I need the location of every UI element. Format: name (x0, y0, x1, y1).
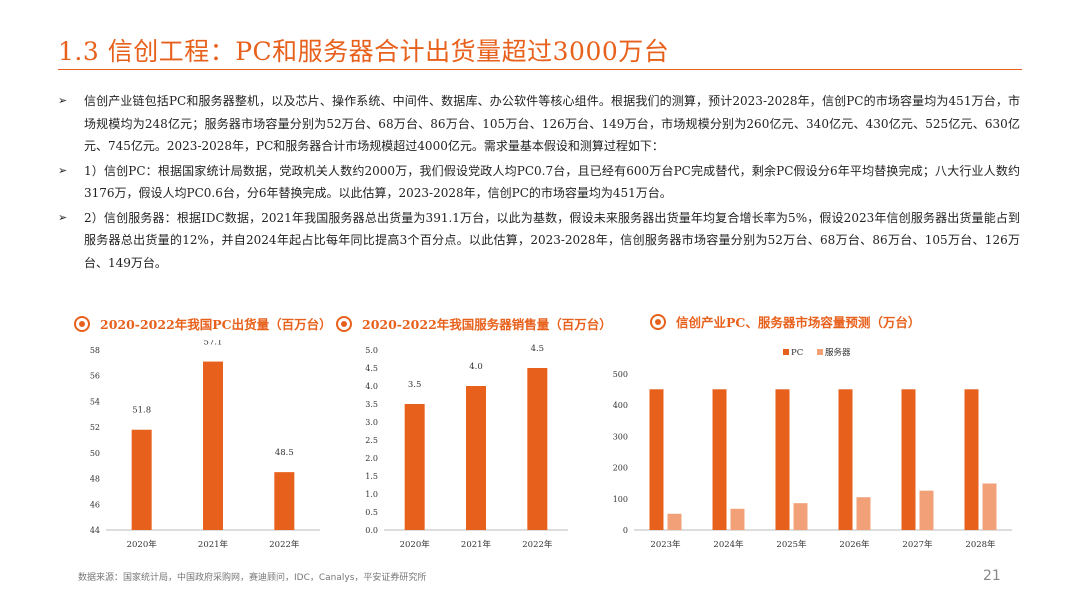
bar (466, 386, 486, 530)
y-tick-label: 46 (90, 500, 100, 509)
data-label: 57.1 (204, 340, 223, 348)
bar (274, 472, 295, 530)
bullet-arrow-icon: ➢ (58, 163, 68, 177)
data-label: 4.0 (469, 362, 483, 372)
y-tick-label: 0.5 (365, 508, 378, 517)
y-tick-label: 58 (90, 346, 100, 355)
y-tick-label: 54 (90, 397, 100, 406)
y-tick-label: 52 (90, 423, 100, 432)
x-tick-label: 2024年 (713, 539, 744, 550)
y-tick-label: 200 (613, 464, 628, 473)
legend-label: 服务器 (825, 347, 851, 358)
page-number: 21 (983, 568, 1001, 584)
bar-pc (964, 389, 979, 530)
bullet-text: 1）信创PC：根据国家统计局数据，党政机关人数约2000万，我们假设党政人均PC… (84, 163, 1020, 201)
chart-2-header: 2020-2022年我国服务器销售量（百万台） (336, 314, 612, 333)
bullet-item: ➢ 1）信创PC：根据国家统计局数据，党政机关人数约2000万，我们假设党政人均… (58, 160, 1020, 205)
chart-3-header: 信创产业PC、服务器市场容量预测（万台） (650, 312, 920, 331)
chart-1-title: 2020-2022年我国PC出货量（百万台） (100, 317, 332, 332)
x-tick-label: 2021年 (198, 539, 229, 550)
chart-market-forecast: 0 100 200 300 400 500 2023年 2024年 2025年 2026年 2027… (613, 347, 1012, 550)
x-tick-label: 2022年 (269, 539, 300, 550)
bar-server (667, 513, 682, 530)
bullet-list: ➢ 信创产业链包括PC和服务器整机，以及芯片、操作系统、中间件、数据库、办公软件… (58, 90, 1020, 276)
y-tick-label: 0 (623, 526, 628, 535)
y-tick-label: 2.0 (365, 454, 378, 463)
legend-label: PC (791, 348, 803, 358)
data-label: 51.8 (132, 406, 151, 416)
bar-pc (838, 389, 853, 530)
y-tick-label: 56 (90, 372, 100, 381)
bar-server (856, 497, 871, 530)
target-circle-icon (336, 315, 352, 332)
y-tick-label: 4.5 (365, 364, 378, 373)
x-tick-label: 2028年 (965, 539, 996, 550)
bullet-item: ➢ 信创产业链包括PC和服务器整机，以及芯片、操作系统、中间件、数据库、办公软件… (58, 90, 1020, 158)
bar-pc (649, 389, 664, 530)
y-tick-label: 300 (613, 432, 628, 441)
title-divider (58, 69, 1022, 70)
y-tick-label: 500 (613, 370, 628, 379)
y-tick-label: 4.0 (365, 382, 378, 391)
source-note: 数据来源：国家统计局，中国政府采购网，赛迪顾问，IDC，Canalys，平安证券… (78, 573, 427, 583)
chart-1-header: 2020-2022年我国PC出货量（百万台） (74, 314, 332, 333)
x-tick-label: 2020年 (127, 539, 158, 550)
y-tick-label: 0.0 (365, 526, 378, 535)
x-tick-label: 2027年 (902, 539, 933, 550)
bar (203, 361, 223, 530)
bar-server (793, 503, 808, 530)
page-title: 1.3 信创工程：PC和服务器合计出货量超过3000万台 (58, 37, 670, 66)
bullet-text: 2）信创服务器：根据IDC数据，2021年我国服务器总出货量为391.1万台，以… (84, 210, 1020, 270)
bullet-arrow-icon: ➢ (58, 94, 68, 107)
bar-server (730, 508, 745, 530)
data-label: 3.5 (408, 380, 422, 390)
y-tick-label: 3.5 (365, 400, 378, 409)
y-tick-label: 100 (613, 495, 628, 504)
target-circle-icon (650, 313, 666, 330)
bullet-text: 信创产业链包括PC和服务器整机，以及芯片、操作系统、中间件、数据库、办公软件等核… (84, 94, 1020, 153)
y-tick-label: 1.5 (365, 472, 378, 481)
x-tick-label: 2023年 (650, 539, 681, 550)
bar-server (919, 490, 934, 530)
y-tick-label: 50 (90, 449, 100, 458)
bar (527, 368, 548, 530)
bullet-arrow-icon: ➢ (58, 210, 68, 224)
bar (404, 404, 425, 530)
legend-swatch (817, 349, 823, 355)
chart-pc-shipments: 44 46 48 50 52 54 56 58 51.8 2020年 57.1 2021年 48.5 20… (90, 340, 320, 550)
y-tick-label: 48 (90, 475, 100, 484)
y-tick-label: 3.0 (365, 418, 378, 427)
y-tick-label: 2.5 (365, 436, 378, 445)
bar-pc (775, 389, 790, 530)
x-tick-label: 2025年 (776, 539, 807, 550)
bar (131, 429, 152, 530)
x-tick-label: 2020年 (400, 539, 431, 550)
y-tick-label: 400 (613, 401, 628, 410)
x-tick-label: 2026年 (839, 539, 870, 550)
chart-server-sales: 0.0 0.5 1.0 1.5 2.0 2.5 3.0 3.5 4.0 4.5 5.0 3.5 2020… (365, 344, 568, 550)
data-label: 48.5 (275, 448, 294, 458)
chart-2-title: 2020-2022年我国服务器销售量（百万台） (362, 317, 612, 332)
y-tick-label: 44 (90, 526, 100, 535)
x-tick-label: 2021年 (461, 539, 492, 550)
bar-server (982, 483, 997, 530)
chart-3-title: 信创产业PC、服务器市场容量预测（万台） (676, 315, 921, 330)
bar-pc (712, 389, 727, 530)
y-tick-label: 1.0 (365, 490, 378, 499)
bar-pc (901, 389, 916, 530)
data-label: 4.5 (531, 344, 545, 354)
legend-swatch (783, 349, 789, 355)
bullet-item: ➢ 2）信创服务器：根据IDC数据，2021年我国服务器总出货量为391.1万台… (58, 207, 1020, 275)
y-tick-label: 5.0 (365, 346, 378, 355)
x-tick-label: 2022年 (522, 539, 553, 550)
target-circle-icon (74, 315, 90, 332)
